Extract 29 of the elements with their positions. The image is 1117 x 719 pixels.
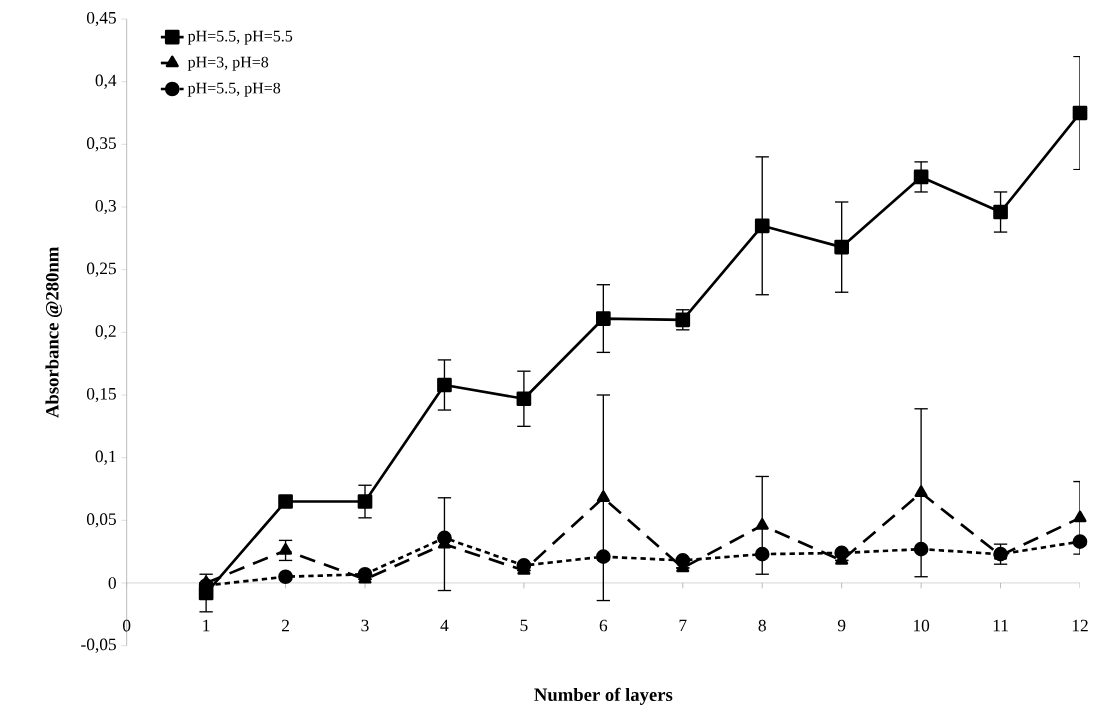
x-tick-label: 1: [203, 619, 210, 632]
y-tick-label: 0,3: [95, 199, 116, 215]
x-tick-label: 5: [520, 619, 528, 632]
x-tick-label: 4: [440, 619, 449, 632]
x-tick-label: 2: [281, 619, 289, 632]
x-tick-label: 7: [679, 619, 687, 632]
x-axis-title: Number of layers: [534, 687, 673, 705]
x-tick-label: 9: [837, 619, 846, 632]
x-tick-label: 3: [361, 619, 369, 632]
y-tick-label: 0,45: [86, 11, 116, 27]
y-tick-label: 0,1: [95, 450, 116, 465]
y-tick-label: 0: [108, 577, 116, 589]
x-tick-label: 6: [599, 619, 608, 632]
x-tick-label: 10: [913, 619, 930, 632]
y-tick-label: 0,05: [86, 513, 116, 528]
x-tick-label: 8: [758, 619, 766, 632]
y-tick-label: 0,4: [95, 74, 117, 89]
legend-label: pH=5.5, pH=5.5: [187, 30, 293, 45]
y-tick-label: 0,35: [86, 137, 116, 152]
y-axis-title: Absorbance @280nm: [45, 246, 62, 418]
y-tick-label: 0,15: [86, 387, 116, 403]
x-tick-label: 0: [123, 619, 131, 632]
legend-label: pH=3, pH=8: [187, 56, 269, 71]
x-tick-label: 12: [1072, 619, 1088, 632]
x-tick-label: 11: [993, 619, 1008, 632]
y-tick-label: 0,25: [86, 262, 116, 277]
legend-label: pH=5.5, pH=8: [187, 82, 281, 97]
y-tick-label: 0,2: [95, 325, 116, 340]
y-tick-label: -0,05: [81, 638, 116, 653]
